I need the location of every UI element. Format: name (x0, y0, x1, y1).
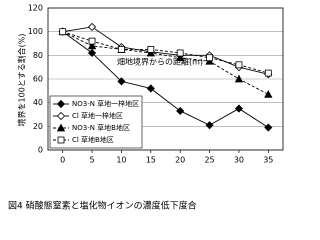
y-axis-label: 境界を100とする割合(%) (17, 34, 27, 127)
marker (146, 84, 155, 93)
y-tick-label: 20 (33, 122, 43, 131)
legend-label: Cl 草地B地区 (72, 135, 114, 144)
x-tick-label: 15 (146, 156, 156, 165)
x-tick-label: 0 (60, 156, 65, 165)
marker (205, 121, 214, 130)
legend-label: NO3-N 草地B地区 (72, 123, 130, 132)
x-axis-label: 畑地境界からの距離(m) (117, 57, 203, 67)
marker (234, 104, 244, 113)
marker (117, 77, 126, 86)
marker (57, 136, 65, 144)
marker (234, 74, 244, 83)
marker (235, 61, 243, 69)
legend-label: NO3-N 草地一梓地区 (72, 99, 139, 108)
series-line (62, 31, 269, 128)
marker (56, 111, 66, 121)
marker (56, 123, 66, 132)
marker (176, 53, 185, 62)
caption: 図4 硝酸態窒素と塩化物イオンの濃度低下度合 (8, 200, 197, 212)
x-tick-label: 25 (204, 156, 214, 165)
marker (56, 99, 66, 109)
marker (264, 90, 273, 98)
legend-box (49, 95, 143, 149)
y-tick-label: 0 (38, 146, 43, 155)
marker (264, 123, 273, 132)
series-line (62, 31, 269, 74)
background (0, 0, 289, 217)
series-line (62, 26, 269, 75)
marker (206, 54, 213, 62)
y-tick-label: 80 (33, 51, 43, 60)
legend-label: Cl 草地一梓地区 (72, 111, 123, 120)
marker (176, 106, 185, 116)
marker (264, 69, 272, 77)
x-tick-label: 10 (116, 156, 126, 165)
x-tick-label: 20 (175, 156, 185, 165)
series-line (62, 31, 269, 95)
x-tick-label: 30 (234, 156, 244, 165)
marker (87, 48, 97, 58)
legend: NO3-N 草地一梓地区 Cl 草地一梓地区 NO3-N 草地B地区 Cl 草地B地区 (49, 95, 143, 149)
marker (88, 37, 96, 45)
marker (59, 28, 67, 36)
marker (87, 41, 97, 50)
x-tick-label: 35 (263, 156, 273, 165)
y-tick-label: 120 (28, 4, 43, 13)
marker (176, 49, 184, 57)
marker (147, 46, 155, 53)
plot-frame (47, 7, 284, 151)
x-tick-label: 5 (90, 156, 95, 165)
y-tick-label: 100 (28, 27, 43, 36)
chart: 畑地境界からの距離(m) 境界を100とする割合(%) 図4 硝酸態窒素と塩化物… (0, 0, 289, 217)
y-tick-label: 40 (33, 98, 43, 107)
marker (87, 22, 97, 31)
marker (118, 46, 125, 53)
y-tick-label: 60 (33, 75, 43, 84)
